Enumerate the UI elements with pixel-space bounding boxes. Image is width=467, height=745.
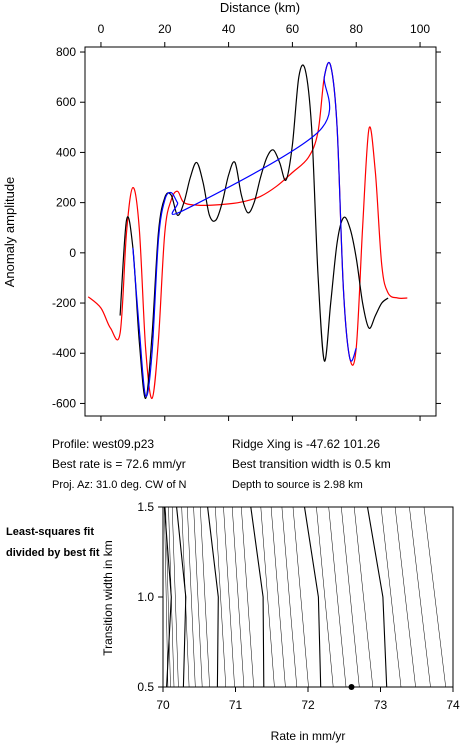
contour-line [215, 506, 227, 688]
x-tick-label: 20 [158, 22, 172, 36]
contour-line [341, 506, 360, 688]
contour-x-ticks: 70 71 72 73 74 [156, 687, 460, 712]
best-fit-point [348, 684, 355, 690]
contour-legend-note: Least-squares fit divided by best fit [6, 526, 100, 559]
contour-line [380, 506, 402, 688]
x-tick-label: 100 [410, 22, 430, 36]
x-tick-label: 71 [229, 698, 243, 712]
contour-line [164, 506, 169, 688]
y-tick-label: 600 [56, 95, 76, 109]
contour-line [241, 506, 254, 688]
best-rate-text: Best rate is = 72.6 mm/yr [52, 457, 186, 471]
x-tick-label: 40 [222, 22, 236, 36]
contour-line [181, 506, 190, 688]
projection-azimuth-text: Proj. Az: 31.0 deg. CW of N [52, 479, 187, 491]
x-tick-label: 70 [156, 698, 170, 712]
contour-line [353, 506, 374, 688]
contour-line [171, 506, 179, 688]
profile-y-axis-title: Anomaly amplitude [2, 177, 17, 288]
contour-line [281, 506, 298, 688]
profile-series [87, 61, 408, 400]
contour-line [207, 506, 219, 688]
best-transition-text: Best transition width is 0.5 km [232, 457, 391, 471]
contour-line [193, 506, 203, 688]
contour-line [409, 506, 431, 688]
profile-x-ticks: 0 20 40 60 80 100 [98, 22, 430, 421]
contour-line [270, 506, 286, 688]
profile-x-axis-title: Distance (km) [220, 0, 300, 15]
model-curve-red [87, 61, 408, 400]
ridge-crossing-text: Ridge Xing is -47.62 101.26 [232, 437, 381, 451]
y-tick-label: 800 [56, 45, 76, 59]
y-tick-label: 200 [56, 196, 76, 210]
x-tick-label: 73 [374, 698, 388, 712]
profile-y-ticks: -600 -400 -200 0 200 400 600 800 [52, 45, 441, 410]
y-tick-label: -600 [52, 396, 76, 410]
y-tick-label: 400 [56, 145, 76, 159]
y-tick-label: 0 [69, 246, 76, 260]
contour-y-axis-title: Transition width in km [101, 540, 115, 656]
contour-line [231, 506, 245, 688]
x-tick-label: 74 [446, 698, 460, 712]
contour-line [250, 506, 265, 688]
observed-curve-black [119, 64, 389, 400]
contour-plot-frame [162, 506, 454, 688]
contour-line [423, 506, 446, 688]
y-tick-label: -400 [52, 346, 76, 360]
x-tick-label: 80 [350, 22, 364, 36]
contour-lines [163, 506, 446, 688]
fit-segment-blue [132, 61, 357, 397]
contour-line [223, 506, 235, 688]
contour-line [200, 506, 210, 688]
depth-to-source-text: Depth to source is 2.98 km [232, 479, 363, 491]
contour-line [316, 506, 334, 688]
contour-line [176, 506, 187, 688]
x-tick-label: 0 [98, 22, 105, 36]
profile-name-text: Profile: west09.p23 [52, 437, 155, 451]
x-tick-label: 60 [286, 22, 300, 36]
y-tick-label: 0.5 [137, 680, 154, 694]
contour-line [168, 506, 175, 688]
x-tick-label: 72 [301, 698, 315, 712]
contour-line [303, 506, 322, 688]
y-tick-label: -200 [52, 296, 76, 310]
contour-x-axis-title: Rate in mm/yr [271, 729, 346, 743]
y-tick-label: 1.5 [137, 500, 154, 514]
y-tick-label: 1.0 [137, 590, 154, 604]
contour-line [328, 506, 347, 688]
profile-plot-frame [84, 46, 437, 417]
contour-line [260, 506, 275, 688]
contour-y-ticks: 0.5 1.0 1.5 [137, 500, 163, 694]
contour-line [394, 506, 416, 688]
contour-line [292, 506, 309, 688]
contour-line [366, 506, 388, 688]
contour-line [165, 506, 171, 688]
contour-line [187, 506, 196, 688]
